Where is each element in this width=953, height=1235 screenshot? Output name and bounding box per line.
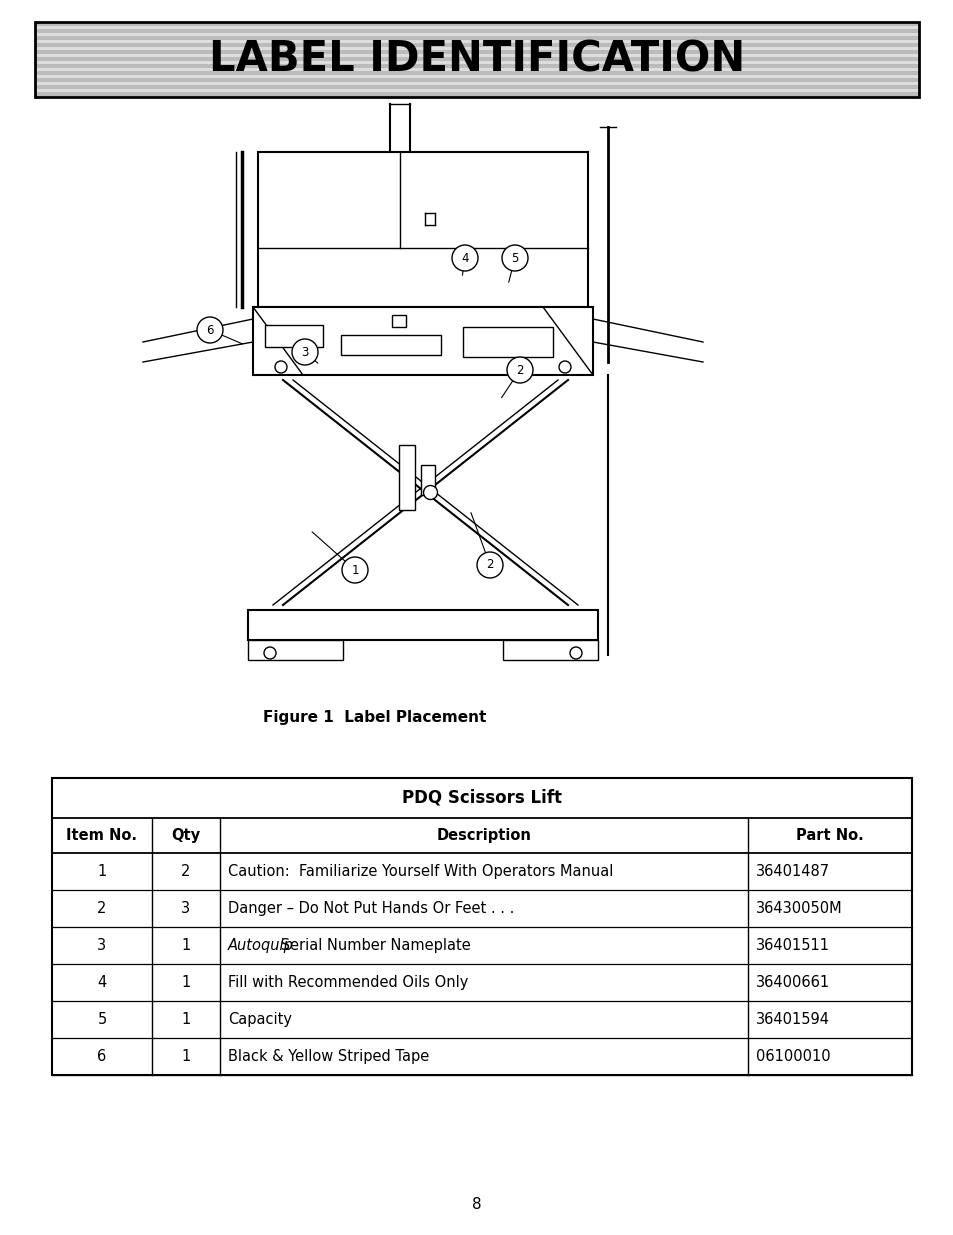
Text: Danger – Do Not Put Hands Or Feet . . .: Danger – Do Not Put Hands Or Feet . . .: [228, 902, 514, 916]
Bar: [35, 74, 918, 78]
Text: Description: Description: [436, 827, 531, 844]
Text: Fill with Recommended Oils Only: Fill with Recommended Oils Only: [228, 974, 468, 990]
Text: Capacity: Capacity: [228, 1011, 292, 1028]
Bar: [399, 445, 416, 510]
Text: 1: 1: [181, 1049, 191, 1065]
Text: Figure 1  Label Placement: Figure 1 Label Placement: [263, 710, 486, 725]
Text: 1: 1: [181, 1011, 191, 1028]
Text: 3: 3: [97, 939, 107, 953]
Bar: [392, 315, 406, 327]
Bar: [257, 152, 587, 308]
Bar: [35, 78, 918, 82]
Bar: [35, 95, 918, 98]
Text: 36400661: 36400661: [755, 974, 829, 990]
Bar: [35, 22, 918, 26]
Bar: [35, 47, 918, 49]
Circle shape: [476, 552, 502, 578]
Circle shape: [274, 361, 287, 373]
Text: Black & Yellow Striped Tape: Black & Yellow Striped Tape: [228, 1049, 429, 1065]
Circle shape: [196, 317, 223, 343]
Bar: [462, 327, 553, 357]
Bar: [35, 61, 918, 64]
Text: 1: 1: [97, 864, 107, 879]
Bar: [35, 32, 918, 36]
Text: 1: 1: [351, 563, 358, 577]
Circle shape: [341, 557, 368, 583]
Circle shape: [452, 245, 477, 270]
Bar: [35, 53, 918, 57]
Text: 36401594: 36401594: [755, 1011, 829, 1028]
Bar: [35, 68, 918, 70]
Text: 1: 1: [181, 939, 191, 953]
Bar: [340, 335, 440, 354]
Bar: [265, 325, 323, 347]
Text: 2: 2: [486, 558, 494, 572]
Bar: [35, 36, 918, 40]
Text: 4: 4: [460, 252, 468, 264]
Bar: [35, 28, 918, 32]
Bar: [35, 57, 918, 61]
Text: Caution:  Familiarize Yourself With Operators Manual: Caution: Familiarize Yourself With Opera…: [228, 864, 613, 879]
Bar: [35, 89, 918, 91]
Text: 1: 1: [181, 974, 191, 990]
Bar: [248, 610, 598, 640]
Circle shape: [292, 338, 317, 366]
Text: 8: 8: [472, 1198, 481, 1213]
Text: 36401487: 36401487: [755, 864, 829, 879]
Text: 2: 2: [181, 864, 191, 879]
Bar: [35, 82, 918, 85]
Text: 36430050M: 36430050M: [755, 902, 841, 916]
Bar: [35, 40, 918, 43]
Bar: [35, 70, 918, 74]
Text: 4: 4: [97, 974, 107, 990]
Bar: [421, 466, 435, 495]
Text: LABEL IDENTIFICATION: LABEL IDENTIFICATION: [209, 38, 744, 80]
Text: 5: 5: [511, 252, 518, 264]
Text: 5: 5: [97, 1011, 107, 1028]
Text: 06100010: 06100010: [755, 1049, 830, 1065]
Bar: [248, 640, 343, 659]
Bar: [502, 640, 598, 659]
Text: Serial Number Nameplate: Serial Number Nameplate: [275, 939, 470, 953]
Text: Qty: Qty: [172, 827, 200, 844]
Text: 2: 2: [97, 902, 107, 916]
Bar: [253, 308, 593, 375]
Text: 3: 3: [301, 346, 309, 358]
Text: 6: 6: [97, 1049, 107, 1065]
Bar: [35, 64, 918, 68]
Text: Autoquip: Autoquip: [228, 939, 294, 953]
Text: Item No.: Item No.: [67, 827, 137, 844]
Text: PDQ Scissors Lift: PDQ Scissors Lift: [401, 789, 561, 806]
Bar: [52, 778, 911, 1074]
Text: Part No.: Part No.: [796, 827, 863, 844]
Text: 36401511: 36401511: [755, 939, 829, 953]
Bar: [35, 43, 918, 47]
Circle shape: [423, 485, 437, 499]
Bar: [35, 91, 918, 95]
Bar: [35, 85, 918, 89]
Circle shape: [558, 361, 571, 373]
Text: 2: 2: [516, 363, 523, 377]
Bar: [35, 26, 918, 28]
Circle shape: [264, 647, 275, 659]
Circle shape: [501, 245, 527, 270]
Circle shape: [569, 647, 581, 659]
Text: 3: 3: [181, 902, 191, 916]
Bar: [35, 22, 918, 98]
Text: 6: 6: [206, 324, 213, 336]
Circle shape: [506, 357, 533, 383]
Bar: [35, 49, 918, 53]
